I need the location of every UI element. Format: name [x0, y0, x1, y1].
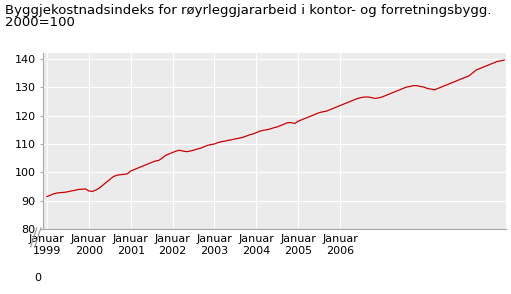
- Text: 0: 0: [34, 273, 41, 283]
- Text: 2000=100: 2000=100: [5, 16, 75, 29]
- Text: Byggjekostnadsindeks for røyrleggjararbeid i kontor- og forretningsbygg.: Byggjekostnadsindeks for røyrleggjararbe…: [5, 4, 492, 17]
